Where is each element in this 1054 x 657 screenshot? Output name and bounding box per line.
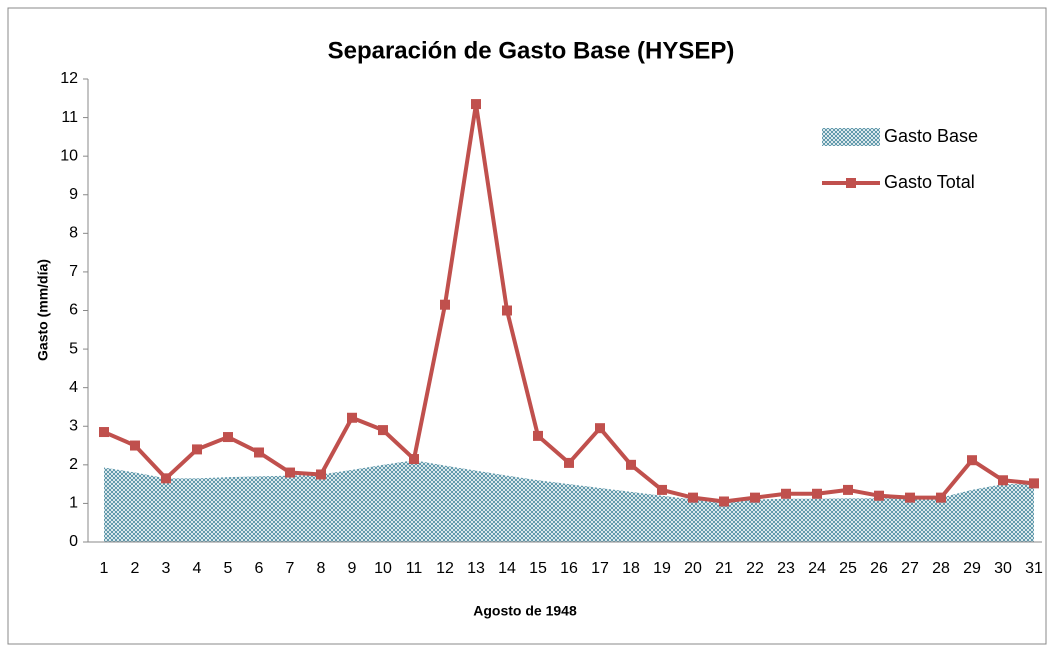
area bbox=[104, 460, 1034, 542]
marker bbox=[905, 492, 915, 503]
x-tick-label: 14 bbox=[498, 560, 516, 577]
y-tick-label: 9 bbox=[69, 186, 78, 203]
x-tick-label: 29 bbox=[963, 560, 981, 577]
marker bbox=[564, 457, 574, 468]
marker bbox=[347, 412, 357, 423]
marker bbox=[316, 469, 326, 480]
y-tick-label: 11 bbox=[61, 109, 78, 126]
x-axis-label: Agosto de 1948 bbox=[473, 603, 577, 619]
x-tick-label: 24 bbox=[808, 560, 826, 577]
x-tick-label: 23 bbox=[777, 560, 795, 577]
x-tick-label: 20 bbox=[684, 560, 702, 577]
marker bbox=[688, 492, 698, 503]
chart-title: Separación de Gasto Base (HYSEP) bbox=[328, 37, 735, 64]
y-tick-label: 2 bbox=[69, 456, 78, 473]
marker bbox=[874, 490, 884, 501]
x-tick-label: 22 bbox=[746, 560, 764, 577]
x-tick-label: 9 bbox=[348, 560, 357, 577]
x-tick-label: 15 bbox=[529, 560, 547, 577]
marker bbox=[998, 475, 1008, 486]
y-tick-label: 10 bbox=[60, 147, 78, 164]
x-tick-label: 6 bbox=[255, 560, 264, 577]
x-tick-label: 10 bbox=[374, 560, 392, 577]
x-tick-label: 12 bbox=[436, 560, 454, 577]
y-tick-label: 6 bbox=[69, 302, 78, 319]
x-tick-label: 17 bbox=[591, 560, 609, 577]
x-tick-label: 18 bbox=[622, 560, 640, 577]
x-tick-label: 25 bbox=[839, 560, 857, 577]
x-tick-label: 3 bbox=[162, 560, 171, 577]
legend-label: Gasto Base bbox=[884, 126, 978, 146]
legend-label: Gasto Total bbox=[884, 172, 975, 192]
x-tick-label: 8 bbox=[317, 560, 326, 577]
marker bbox=[223, 432, 233, 443]
y-tick-label: 3 bbox=[69, 417, 78, 434]
marker bbox=[657, 484, 667, 495]
x-tick-label: 2 bbox=[131, 560, 140, 577]
x-tick-label: 30 bbox=[994, 560, 1012, 577]
x-tick-label: 4 bbox=[193, 560, 202, 577]
x-tick-label: 21 bbox=[715, 560, 733, 577]
marker bbox=[843, 484, 853, 495]
x-tick-label: 27 bbox=[901, 560, 919, 577]
legend-swatch bbox=[846, 178, 856, 188]
marker bbox=[626, 459, 636, 470]
y-tick-label: 0 bbox=[69, 533, 78, 550]
marker bbox=[533, 430, 543, 441]
marker bbox=[750, 492, 760, 503]
x-tick-label: 26 bbox=[870, 560, 888, 577]
y-tick-label: 12 bbox=[60, 70, 78, 87]
marker bbox=[130, 440, 140, 451]
x-tick-label: 16 bbox=[560, 560, 578, 577]
marker bbox=[161, 473, 171, 484]
x-tick-label: 28 bbox=[932, 560, 950, 577]
marker bbox=[99, 427, 109, 438]
chart-border bbox=[7, 7, 1047, 645]
marker bbox=[719, 496, 729, 507]
x-tick-label: 1 bbox=[100, 560, 109, 577]
y-tick-label: 5 bbox=[69, 340, 78, 357]
x-tick-label: 19 bbox=[653, 560, 671, 577]
marker bbox=[471, 99, 481, 110]
y-tick-label: 7 bbox=[69, 263, 78, 280]
marker bbox=[1029, 478, 1039, 489]
marker bbox=[440, 299, 450, 310]
x-tick-label: 31 bbox=[1025, 560, 1043, 577]
y-tick-label: 4 bbox=[69, 379, 78, 396]
y-axis-label: Gasto (mm/día) bbox=[35, 259, 51, 361]
x-tick-label: 7 bbox=[286, 560, 295, 577]
y-tick-label: 8 bbox=[69, 225, 78, 242]
marker bbox=[781, 488, 791, 499]
marker bbox=[192, 444, 202, 455]
marker bbox=[967, 455, 977, 466]
marker bbox=[254, 447, 264, 458]
x-tick-label: 13 bbox=[467, 560, 485, 577]
marker bbox=[409, 454, 419, 465]
x-tick-label: 11 bbox=[406, 560, 423, 577]
marker bbox=[285, 467, 295, 478]
marker bbox=[502, 305, 512, 316]
marker bbox=[812, 488, 822, 499]
marker bbox=[595, 423, 605, 434]
x-tick-label: 5 bbox=[224, 560, 233, 577]
y-tick-label: 1 bbox=[69, 495, 78, 512]
legend-swatch bbox=[822, 128, 880, 146]
marker bbox=[936, 492, 946, 503]
marker bbox=[378, 425, 388, 436]
